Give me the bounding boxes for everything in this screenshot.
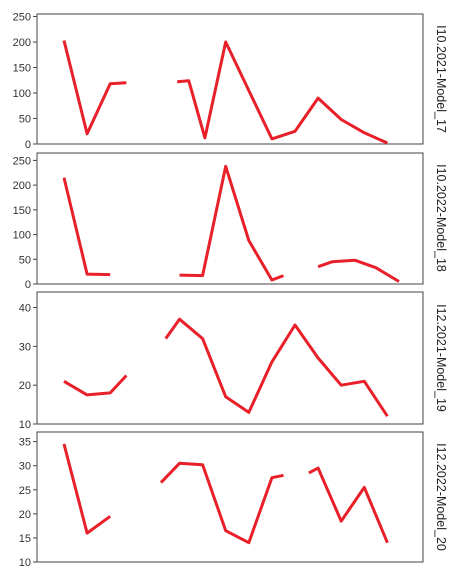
- panel-2: 0 50 100 150 200 250 I10.2022-Model_18: [13, 152, 448, 291]
- panel-label: I12.2022-Model_20: [434, 443, 448, 551]
- series-line-segment: [159, 461, 284, 545]
- y-tick-label: 100: [13, 88, 31, 100]
- y-tick-label: 50: [19, 254, 31, 266]
- y-tick-label: 15: [19, 533, 31, 545]
- y-tick-label: 10: [19, 557, 31, 569]
- series-line-segment: [62, 177, 111, 277]
- y-tick-label: 30: [19, 341, 31, 353]
- y-tick-label: 25: [19, 485, 31, 497]
- panel-label: I10.2021-Model_17: [434, 25, 448, 133]
- panel-frame: [36, 291, 424, 425]
- series-line-segment: [179, 164, 285, 282]
- panel-1: 0 50 100 150 200 250 I10.2021-Model_17: [13, 12, 448, 151]
- y-tick-label: 100: [13, 230, 31, 242]
- y-tick-label: 0: [25, 139, 31, 151]
- series-line-segment: [317, 258, 400, 283]
- y-tick-label: 250: [13, 155, 31, 167]
- y-tick-label: 50: [19, 114, 31, 126]
- y-tick-label: 35: [19, 437, 31, 449]
- panel-4: 10 15 20 25 30 35 I12.2022-Model_20: [19, 431, 448, 569]
- y-tick-label: 200: [13, 180, 31, 192]
- series-line-segment: [62, 443, 112, 535]
- series-line-segment: [62, 40, 127, 136]
- series-line-segment: [164, 317, 389, 418]
- y-tick-label: 30: [19, 461, 31, 473]
- y-tick-label: 10: [19, 419, 31, 431]
- panel-label: I12.2021-Model_19: [434, 304, 448, 412]
- y-tick-label: 20: [19, 380, 31, 392]
- panel-frame: [36, 13, 424, 145]
- y-tick-label: 200: [13, 37, 31, 49]
- panel-frame: [36, 152, 424, 285]
- panel-3: 10 20 30 40 I12.2021-Model_19: [19, 291, 448, 431]
- y-tick-label: 150: [13, 63, 31, 75]
- panel-frame: [36, 431, 424, 563]
- y-tick-label: 40: [19, 303, 31, 315]
- y-tick-label: 20: [19, 509, 31, 521]
- panel-label: I10.2022-Model_18: [434, 164, 448, 272]
- y-tick-label: 250: [13, 12, 31, 24]
- y-tick-label: 150: [13, 205, 31, 217]
- series-line-segment: [63, 374, 128, 397]
- y-tick-label: 0: [25, 279, 31, 291]
- series-line-segment: [177, 40, 389, 145]
- series-line-segment: [308, 466, 389, 544]
